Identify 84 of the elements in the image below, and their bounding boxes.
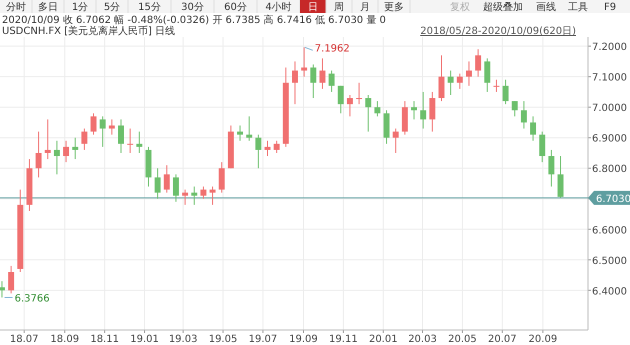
annotation: 6.3766	[14, 293, 50, 304]
candlestick	[172, 174, 179, 202]
annotation: 2018/05/28-2020/10/09(620日)	[420, 26, 576, 37]
chart-title: USDCNH.FX [美元兑离岸人民币] 日线	[2, 25, 176, 37]
candlestick	[539, 131, 546, 163]
candlestick	[502, 79, 509, 105]
candlestick	[301, 46, 308, 78]
x-tick-label: 20.09	[528, 334, 558, 345]
y-tick-label: 6.6000	[592, 225, 627, 236]
candlestick	[420, 91, 426, 130]
x-tick-label: 20.05	[448, 334, 477, 345]
y-tick-label: 6.8000	[592, 164, 627, 176]
candlestick	[90, 112, 97, 136]
candlestick	[218, 162, 225, 194]
ref-line-label: 6.7030	[596, 194, 630, 205]
candlestick	[319, 58, 326, 90]
candlestick	[392, 128, 399, 154]
x-tick-label: 18.11	[90, 334, 119, 345]
candlestick	[237, 125, 244, 142]
x-tick-label: 18.09	[50, 334, 80, 345]
candlestick	[365, 94, 372, 132]
candlestick	[466, 60, 472, 86]
candlestick	[81, 128, 88, 150]
candlestick	[292, 60, 298, 105]
candlestick	[8, 265, 14, 294]
candlestick	[493, 79, 500, 92]
toolbar: 分时 多日 1分 5分 15分 30分 60分 4小时 日 周 月 更多 复权 超级叠加 画线 工具 F9	[0, 0, 630, 14]
y-tick-label: 7.2000	[592, 42, 627, 54]
candlestick	[63, 140, 70, 163]
candlestick	[484, 58, 490, 92]
x-tick-label: 19.09	[289, 334, 318, 345]
candlestick	[475, 48, 482, 78]
candlestick	[246, 116, 252, 142]
candlestick	[191, 186, 198, 206]
candlestick	[456, 73, 463, 90]
x-tick-label: 19.01	[130, 334, 159, 345]
chart-subtitle: 2020/10/09 收 6.7062 幅 -0.48%(-0.0326) 开 6.7385 高 6.7416 低 6.7030 量 0	[2, 14, 386, 26]
candlestick	[164, 164, 170, 194]
x-tick-label: 19.03	[168, 334, 198, 345]
candlestick	[118, 118, 124, 154]
x-tick-label: 18.07	[10, 334, 39, 345]
x-tick-label: 20.07	[488, 334, 517, 345]
candlestick	[512, 100, 518, 117]
x-tick-label: 20.01	[368, 334, 398, 345]
x-tick-label: 19.05	[208, 334, 238, 345]
y-tick-label: 7.0000	[592, 103, 627, 114]
annotation: 7.1962	[314, 43, 350, 54]
candlestick	[200, 186, 206, 200]
candlestick	[127, 128, 134, 154]
y-tick-label: 6.5000	[592, 256, 627, 267]
candlestick	[54, 140, 60, 175]
candlestick	[530, 116, 536, 142]
y-tick-label: 6.9000	[592, 134, 627, 145]
candlestick	[0, 280, 5, 298]
candlestick	[338, 85, 344, 114]
candlestick	[274, 140, 280, 154]
candlestick	[558, 156, 564, 198]
candlestick	[100, 116, 106, 148]
candlestick	[520, 100, 527, 130]
candlestick	[448, 70, 454, 96]
candlestick	[182, 189, 188, 206]
candlestick	[210, 186, 216, 206]
candlestick	[36, 131, 42, 178]
candlestick	[548, 149, 554, 188]
y-tick-label: 7.1000	[592, 72, 627, 84]
candlestick	[72, 137, 78, 160]
x-tick-label: 19.07	[248, 334, 278, 345]
candlestick	[374, 100, 380, 117]
candlestick	[438, 54, 444, 102]
candlestick	[429, 91, 436, 132]
candlestick	[108, 118, 115, 136]
candlestick	[264, 140, 270, 157]
candlestick	[346, 94, 353, 117]
candlestick	[356, 82, 362, 105]
x-tick-label: 19.11	[329, 334, 358, 345]
candlestick	[136, 131, 142, 154]
y-tick-label: 6.4000	[592, 286, 627, 298]
x-tick-label: 20.03	[408, 334, 437, 345]
candlestick	[310, 64, 316, 99]
candlestick	[328, 70, 335, 92]
candlestick	[154, 168, 161, 200]
candlestick	[44, 118, 51, 160]
candlestick	[255, 134, 262, 169]
candlestick	[411, 100, 417, 120]
